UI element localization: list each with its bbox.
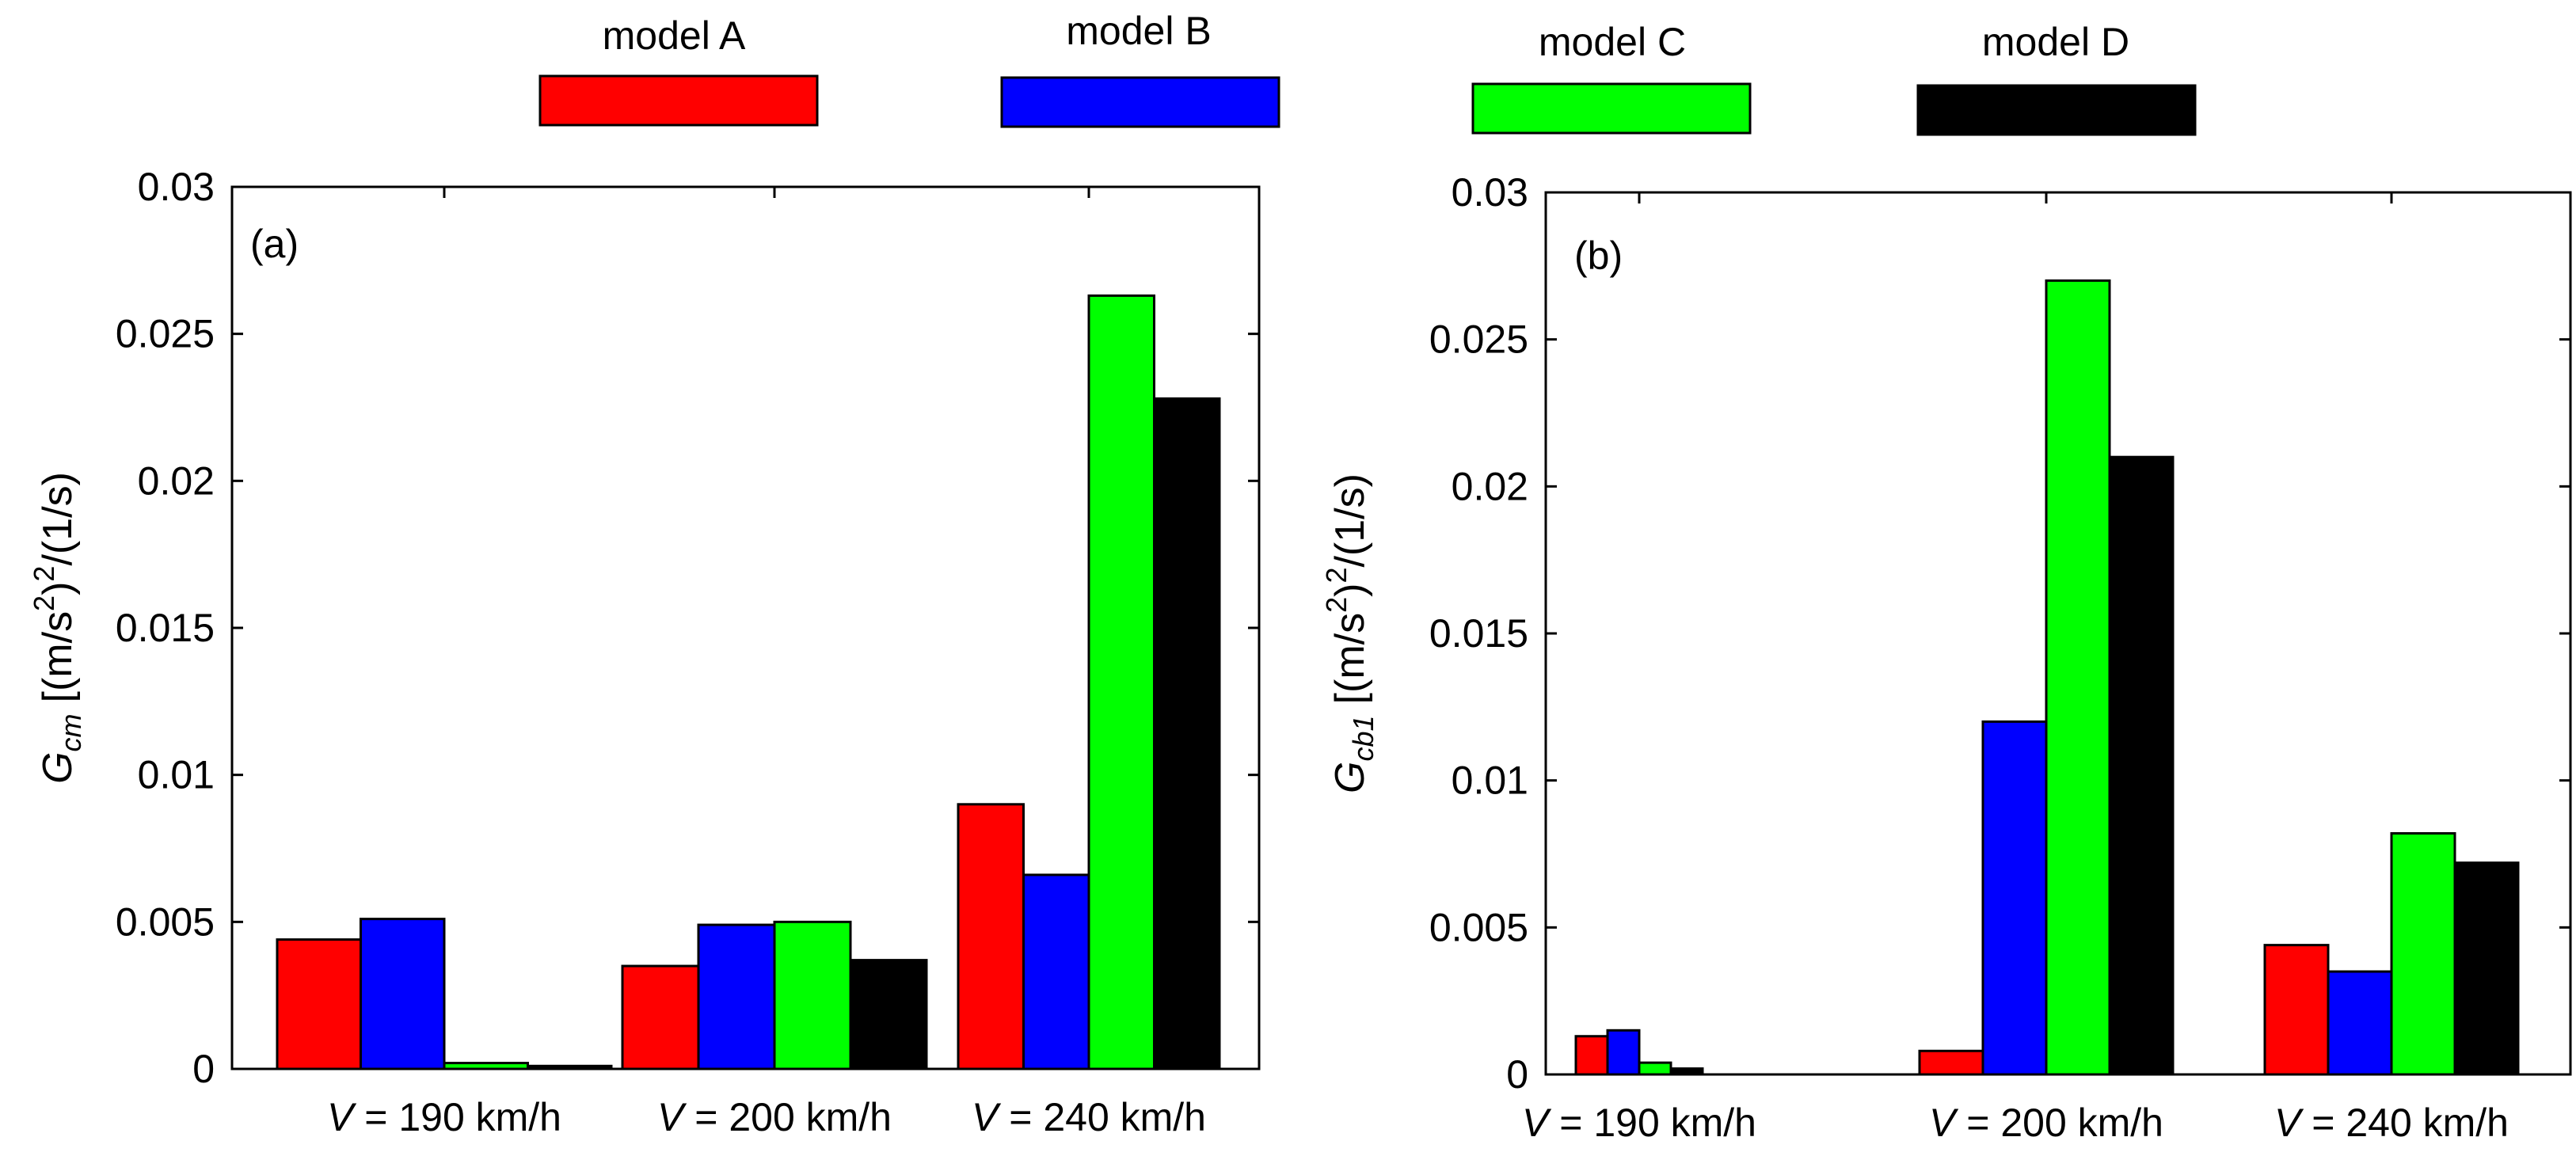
y-label-symbol: G	[1327, 761, 1373, 793]
bar-model-c-2	[2046, 280, 2110, 1074]
x-tick-var: V	[2274, 1101, 2304, 1145]
y-label-units-sup2: 2	[1320, 568, 1353, 584]
x-tick-text: = 200 km/h	[1955, 1101, 2163, 1145]
bars	[1576, 280, 2518, 1074]
y-axis-label: Gcm[(m/s2)2/(1/s)	[28, 472, 87, 784]
y-tick-label: 0.005	[1429, 905, 1528, 949]
y-label-units-mid: )	[1327, 584, 1373, 597]
bar-model-a-3	[2265, 945, 2328, 1074]
panel-label: (a)	[250, 222, 299, 266]
y-label-units-sup: 2	[1320, 597, 1353, 613]
y-tick-label: 0.015	[1429, 611, 1528, 656]
bar-model-c-2	[774, 922, 850, 1069]
bar-model-d-3	[1155, 398, 1220, 1069]
y-label-units-sup: 2	[28, 595, 60, 611]
y-tick-label: 0	[1506, 1052, 1528, 1097]
bar-model-d-1	[1671, 1069, 1703, 1074]
x-tick-label: V = 240 km/h	[2274, 1101, 2509, 1145]
x-tick-var: V	[1929, 1101, 1959, 1145]
legend-swatch-model-c	[1473, 84, 1750, 133]
legend-entry-model-b: model B	[1002, 9, 1279, 127]
x-tick-text: = 200 km/h	[683, 1095, 892, 1139]
x-tick-text: = 190 km/h	[1548, 1101, 1756, 1145]
x-tick-label: V = 190 km/h	[327, 1095, 561, 1139]
y-tick-label: 0.025	[116, 312, 215, 356]
legend-entry-model-d: model D	[1918, 20, 2195, 135]
y-label-subscript: cb1	[1347, 715, 1379, 761]
bar-model-a-2	[1920, 1051, 1983, 1074]
y-label-units: [(m/s	[1327, 613, 1373, 705]
y-tick-label: 0	[192, 1047, 215, 1091]
bar-model-b-3	[1024, 875, 1090, 1069]
bar-model-c-3	[2391, 834, 2455, 1074]
bar-model-c-1	[1639, 1063, 1671, 1074]
y-tick-label: 0.03	[1452, 170, 1528, 215]
y-axis-label: Gcb1[(m/s2)2/(1/s)	[1320, 473, 1379, 793]
x-tick-text: = 240 km/h	[2300, 1101, 2509, 1145]
chart-panel-a: (a) 0 0.005 0.01 0.015 0.02 0.025 0.03 V = 190…	[28, 165, 1259, 1139]
legend-entry-model-c: model C	[1473, 20, 1750, 133]
bar-model-b-2	[698, 925, 774, 1069]
legend: model A model B model C model D	[540, 9, 2195, 135]
y-tick-label: 0.005	[116, 899, 215, 944]
y-label-subscript: cm	[55, 713, 87, 751]
y-label-symbol: G	[35, 751, 81, 783]
x-tick-label: V = 190 km/h	[1522, 1101, 1756, 1145]
legend-swatch-model-d	[1918, 86, 2195, 135]
bar-model-a-3	[958, 804, 1024, 1069]
bar-model-b-2	[1983, 721, 2046, 1074]
bar-model-b-1	[1608, 1030, 1639, 1074]
x-tick-label: V = 200 km/h	[1929, 1101, 2163, 1145]
chart-panel-b: (b) 0 0.005 0.01 0.015 0.02 0.025 0.03 V = 190…	[1320, 170, 2570, 1145]
y-label-units-end: /(1/s)	[35, 472, 81, 565]
bar-model-d-3	[2455, 863, 2518, 1074]
bar-model-d-2	[850, 960, 927, 1069]
y-tick-label: 0.03	[138, 165, 215, 209]
figure: model A model B model C model D (a) 0 0.0…	[0, 0, 2576, 1156]
bar-model-d-1	[528, 1066, 612, 1069]
bar-model-d-2	[2110, 457, 2173, 1074]
y-label-units: [(m/s	[35, 611, 81, 703]
x-tick-text: = 240 km/h	[998, 1095, 1206, 1139]
legend-label-model-d: model D	[1982, 20, 2129, 64]
legend-label-model-a: model A	[603, 13, 746, 58]
bar-model-b-3	[2328, 972, 2391, 1074]
bar-model-b-1	[361, 919, 445, 1069]
y-tick-label: 0.025	[1429, 318, 1528, 362]
y-tick-label: 0.01	[1452, 759, 1528, 803]
y-label-units-mid: )	[35, 582, 81, 595]
legend-label-model-c: model C	[1539, 20, 1686, 64]
bar-model-c-1	[444, 1063, 528, 1069]
y-label-units-end: /(1/s)	[1327, 473, 1373, 567]
x-tick-var: V	[1522, 1101, 1552, 1145]
y-tick-label: 0.02	[138, 458, 215, 503]
bar-model-c-3	[1089, 295, 1155, 1069]
bar-model-a-1	[1576, 1036, 1608, 1074]
bars	[277, 295, 1220, 1069]
x-tick-var: V	[327, 1095, 357, 1139]
legend-swatch-model-a	[540, 76, 817, 125]
x-tick-label: V = 200 km/h	[657, 1095, 892, 1139]
y-tick-label: 0.01	[138, 753, 215, 797]
bar-model-a-1	[277, 940, 361, 1069]
x-tick-var: V	[972, 1095, 1002, 1139]
y-label-units-sup2: 2	[28, 566, 60, 582]
x-tick-label: V = 240 km/h	[972, 1095, 1206, 1139]
y-tick-label: 0.02	[1452, 464, 1528, 508]
legend-entry-model-a: model A	[540, 13, 817, 125]
y-tick-label: 0.015	[116, 606, 215, 650]
x-tick-var: V	[657, 1095, 687, 1139]
bar-model-a-2	[622, 966, 698, 1069]
legend-swatch-model-b	[1002, 78, 1279, 127]
legend-label-model-b: model B	[1066, 9, 1211, 53]
panel-label: (b)	[1574, 234, 1623, 278]
x-tick-text: = 190 km/h	[353, 1095, 561, 1139]
